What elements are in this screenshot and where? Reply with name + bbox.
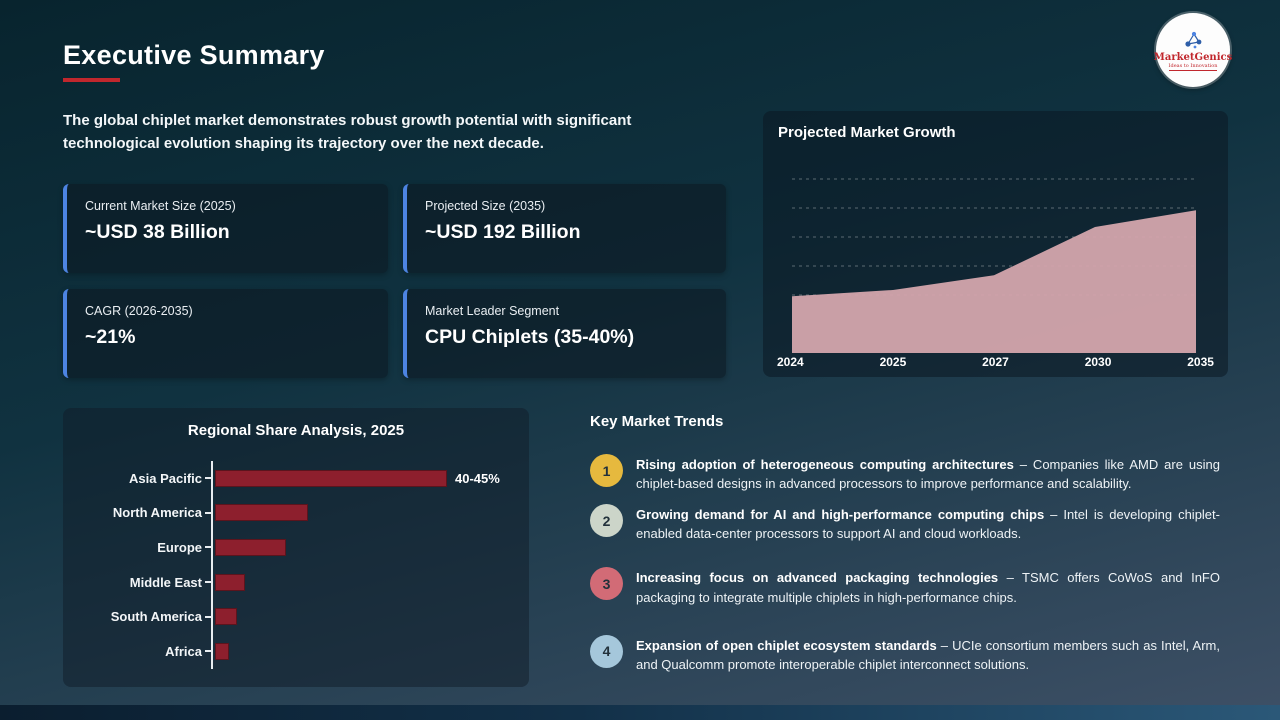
trend-number-badge: 1 <box>590 454 623 487</box>
stat-card-value: ~USD 192 Billion <box>425 221 581 243</box>
bar-category-label: South America <box>110 609 202 625</box>
bar-category-label: North America <box>112 505 202 521</box>
growth-chart-title: Projected Market Growth <box>778 124 956 141</box>
bar <box>215 573 245 591</box>
x-axis-label: 2024 <box>777 355 804 369</box>
stat-card-value: ~USD 38 Billion <box>85 221 230 243</box>
bar <box>215 608 237 626</box>
title-block: Executive Summary <box>63 40 325 82</box>
trend-rest: – Companies like AMD are using chiplet-b… <box>636 457 1220 492</box>
bar-row: South America <box>63 599 511 634</box>
stat-card-value: ~21% <box>85 326 136 348</box>
bar <box>215 504 308 522</box>
stat-card-current-market-size: Current Market Size (2025) ~USD 38 Billi… <box>63 184 388 273</box>
bar-category-label: Africa <box>165 643 202 659</box>
trend-item-3: 3 Increasing focus on advanced packaging… <box>590 567 1220 606</box>
trend-list: 1 Rising adoption of heterogeneous compu… <box>590 454 1220 674</box>
bar-row: North America <box>63 495 511 531</box>
bar-plot-area <box>205 599 511 634</box>
stat-card-label: Projected Size (2035) <box>425 199 546 213</box>
trend-rest: – Intel is developing chiplet-enabled da… <box>636 507 1220 542</box>
trend-bold-phrase: Rising adoption of heterogeneous computi… <box>636 457 1014 472</box>
x-axis-label: 2030 <box>1084 355 1112 369</box>
regional-chart-panel: Regional Share Analysis, 2025 Asia Pacif… <box>63 408 529 687</box>
stat-card-cagr: CAGR (2026-2035) ~21% <box>63 289 388 378</box>
x-axis-label: 2027 <box>982 355 1009 369</box>
bar-plot-area <box>205 530 511 565</box>
trend-text: Growing demand for AI and high-performan… <box>636 504 1220 543</box>
page-title: Executive Summary <box>63 40 325 70</box>
stat-card-label: CAGR (2026-2035) <box>85 304 193 318</box>
trend-item-2: 2 Growing demand for AI and high-perform… <box>590 504 1220 543</box>
bar-row: Africa <box>63 633 511 669</box>
bar <box>215 538 286 556</box>
bar-plot-area <box>205 564 511 600</box>
growth-x-axis-labels: 2024 2025 2027 2030 2035 <box>777 355 1214 369</box>
bar-category-label: Middle East <box>129 574 202 590</box>
x-axis-label: 2035 <box>1187 355 1214 369</box>
logo-tagline: Ideas to Innovation <box>1168 62 1218 71</box>
stat-card-projected-size: Projected Size (2035) ~USD 192 Billion <box>403 184 726 273</box>
bar <box>215 642 229 660</box>
stat-card-leader-segment: Market Leader Segment CPU Chiplets (35-4… <box>403 289 726 378</box>
title-underline <box>63 78 120 82</box>
trend-rest: – UCIe consortium members such as Intel,… <box>636 637 1220 672</box>
bar-plot-area: 40-45% <box>205 461 511 496</box>
bar-plot-area <box>205 495 511 531</box>
trend-bold-phrase: Growing demand for AI and high-performan… <box>636 507 1045 523</box>
trend-item-4: 4 Expansion of open chiplet ecosystem st… <box>590 634 1220 674</box>
trend-number-badge: 3 <box>590 567 623 601</box>
trend-number-badge: 4 <box>590 634 623 668</box>
bar <box>215 469 447 487</box>
bar-row: Europe <box>63 530 511 565</box>
trend-text: Increasing focus on advanced packaging t… <box>636 567 1220 606</box>
bar-row: Asia Pacific 40-45% <box>63 461 511 496</box>
bar-plot-area <box>205 633 511 669</box>
trend-bold-phrase: Increasing focus on advanced packaging t… <box>636 570 999 586</box>
area-series <box>792 210 1196 353</box>
trend-rest: – TSMC offers CoWoS and InFO packaging t… <box>636 570 1220 605</box>
trends-title: Key Market Trends <box>590 413 724 430</box>
stat-card-value: CPU Chiplets (35-40%) <box>425 326 635 348</box>
marketgenics-logo: MarketGenics Ideas to Innovation <box>1153 13 1233 87</box>
stat-card-label: Current Market Size (2025) <box>85 199 236 213</box>
bar-category-label: Europe <box>157 539 202 555</box>
molecule-icon <box>1185 31 1202 48</box>
regional-chart-title: Regional Share Analysis, 2025 <box>187 422 405 439</box>
stat-card-label: Market Leader Segment <box>425 304 560 318</box>
intro-paragraph: The global chiplet market demonstrates r… <box>63 112 632 152</box>
logo-name: MarketGenics <box>1153 51 1233 63</box>
bar-value-label: 40-45% <box>455 470 500 486</box>
stat-cards-grid: Current Market Size (2025) ~USD 38 Billi… <box>63 184 726 378</box>
bar-category-label: Asia Pacific <box>129 470 202 486</box>
growth-chart-panel: Projected Market Growth 2024 2025 2027 2030… <box>763 111 1228 377</box>
trend-text: Expansion of open chiplet ecosystem stan… <box>636 635 1220 674</box>
trend-bold-phrase: Expansion of open chiplet ecosystem stan… <box>636 637 937 653</box>
bar-row: Middle East <box>63 564 511 600</box>
bottom-accent-strip <box>0 705 1280 720</box>
x-axis-label: 2025 <box>879 355 907 369</box>
growth-area-chart <box>792 178 1196 353</box>
regional-bar-chart: Asia Pacific 40-45% North America Europe Mid… <box>63 461 511 669</box>
trend-number-badge: 2 <box>590 504 623 538</box>
trend-text: Rising adoption of heterogeneous computi… <box>636 454 1220 493</box>
key-market-trends: Key Market Trends 1 Rising adoption of h… <box>590 413 1220 674</box>
trend-item-1: 1 Rising adoption of heterogeneous compu… <box>590 454 1220 493</box>
